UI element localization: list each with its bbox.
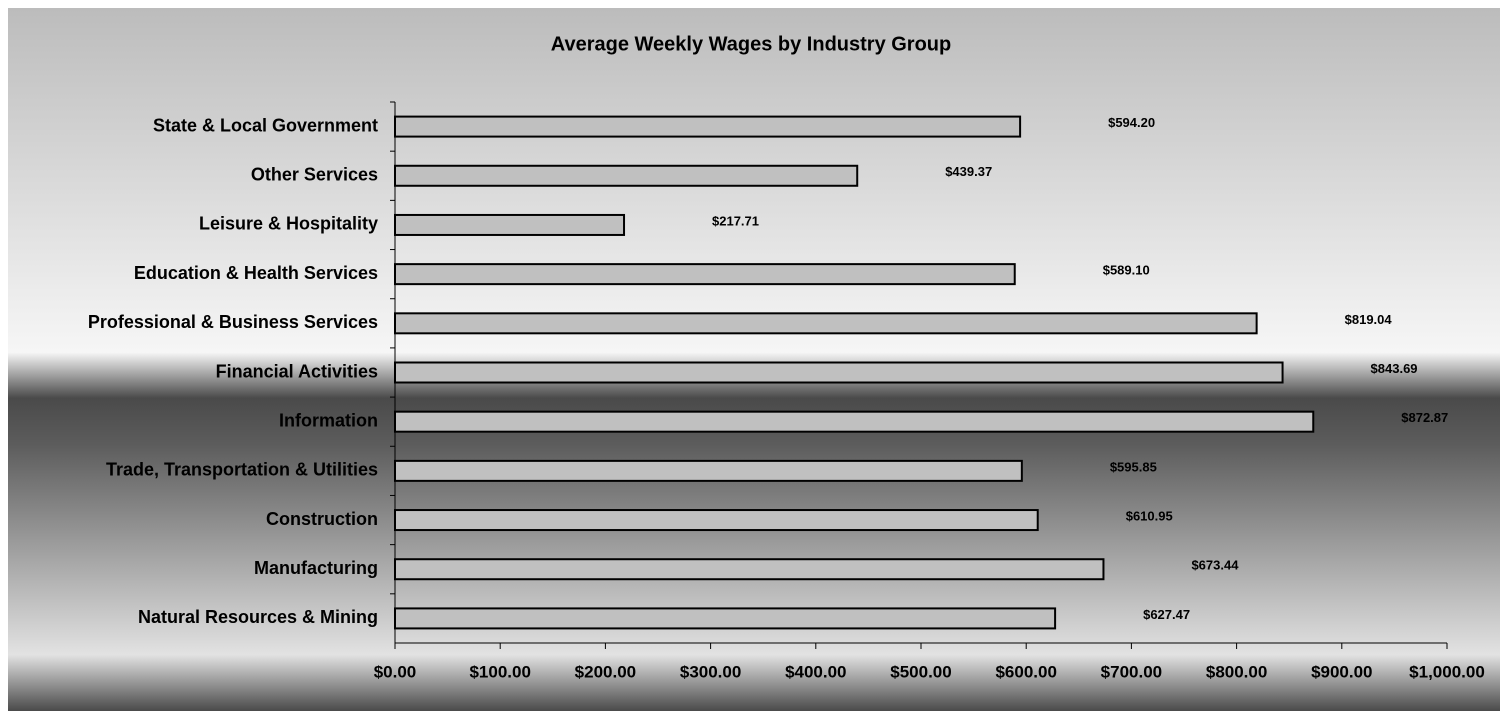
y-tick-label: Trade, Transportation & Utilities — [106, 460, 378, 480]
x-tick-label: $1,000.00 — [1409, 662, 1485, 681]
bar — [394, 607, 1057, 630]
value-label: $217.71 — [712, 213, 759, 228]
y-tick-label: Financial Activities — [216, 361, 378, 381]
x-tick-label: $700.00 — [1101, 662, 1162, 681]
bar — [394, 115, 1022, 138]
x-tick-label: $300.00 — [680, 662, 741, 681]
x-tick-label: $0.00 — [374, 662, 417, 681]
x-tick-label: $800.00 — [1206, 662, 1267, 681]
x-tick-label: $600.00 — [995, 662, 1056, 681]
bar — [394, 213, 626, 236]
value-label: $589.10 — [1103, 263, 1150, 278]
value-label: $819.04 — [1345, 312, 1393, 327]
bar — [394, 509, 1039, 532]
y-tick-label: State & Local Government — [153, 115, 378, 135]
y-tick-label: Natural Resources & Mining — [138, 607, 378, 627]
bar — [394, 410, 1315, 433]
value-label: $673.44 — [1191, 558, 1239, 573]
x-tick-label: $200.00 — [575, 662, 636, 681]
y-tick-label: Information — [279, 410, 378, 430]
chart-background — [8, 8, 1500, 711]
bar — [394, 558, 1105, 581]
bar — [394, 361, 1284, 384]
value-label: $843.69 — [1371, 361, 1418, 376]
value-label: $872.87 — [1401, 410, 1448, 425]
chart-title: Average Weekly Wages by Industry Group — [551, 33, 952, 55]
value-label: $594.20 — [1108, 115, 1155, 130]
x-tick-label: $500.00 — [890, 662, 951, 681]
bar — [394, 312, 1258, 335]
y-tick-label: Manufacturing — [254, 558, 378, 578]
bar — [394, 263, 1016, 286]
y-tick-label: Professional & Business Services — [88, 312, 378, 332]
y-tick-label: Construction — [266, 509, 378, 529]
bar — [394, 164, 859, 187]
y-tick-label: Leisure & Hospitality — [199, 214, 378, 234]
value-label: $595.85 — [1110, 459, 1157, 474]
y-tick-label: Education & Health Services — [134, 263, 378, 283]
x-tick-label: $100.00 — [469, 662, 530, 681]
value-label: $439.37 — [945, 164, 992, 179]
value-label: $610.95 — [1126, 508, 1173, 523]
x-tick-label: $900.00 — [1311, 662, 1372, 681]
bar — [394, 459, 1023, 482]
y-tick-label: Other Services — [251, 165, 378, 185]
x-tick-label: $400.00 — [785, 662, 846, 681]
value-label: $627.47 — [1143, 607, 1190, 622]
